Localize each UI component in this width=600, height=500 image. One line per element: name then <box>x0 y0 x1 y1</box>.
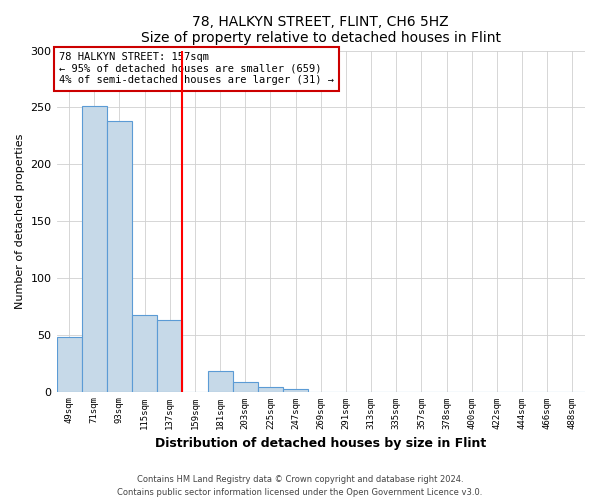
Bar <box>132 316 157 392</box>
Bar <box>107 121 132 392</box>
Text: 78 HALKYN STREET: 157sqm
← 95% of detached houses are smaller (659)
4% of semi-d: 78 HALKYN STREET: 157sqm ← 95% of detach… <box>59 52 334 86</box>
Bar <box>283 390 308 392</box>
Bar <box>82 106 107 392</box>
Bar <box>157 320 182 392</box>
Y-axis label: Number of detached properties: Number of detached properties <box>15 134 25 308</box>
Bar <box>208 371 233 392</box>
Text: Contains HM Land Registry data © Crown copyright and database right 2024.
Contai: Contains HM Land Registry data © Crown c… <box>118 476 482 497</box>
X-axis label: Distribution of detached houses by size in Flint: Distribution of detached houses by size … <box>155 437 487 450</box>
Title: 78, HALKYN STREET, FLINT, CH6 5HZ
Size of property relative to detached houses i: 78, HALKYN STREET, FLINT, CH6 5HZ Size o… <box>141 15 501 45</box>
Bar <box>233 382 258 392</box>
Bar <box>56 337 82 392</box>
Bar <box>258 387 283 392</box>
